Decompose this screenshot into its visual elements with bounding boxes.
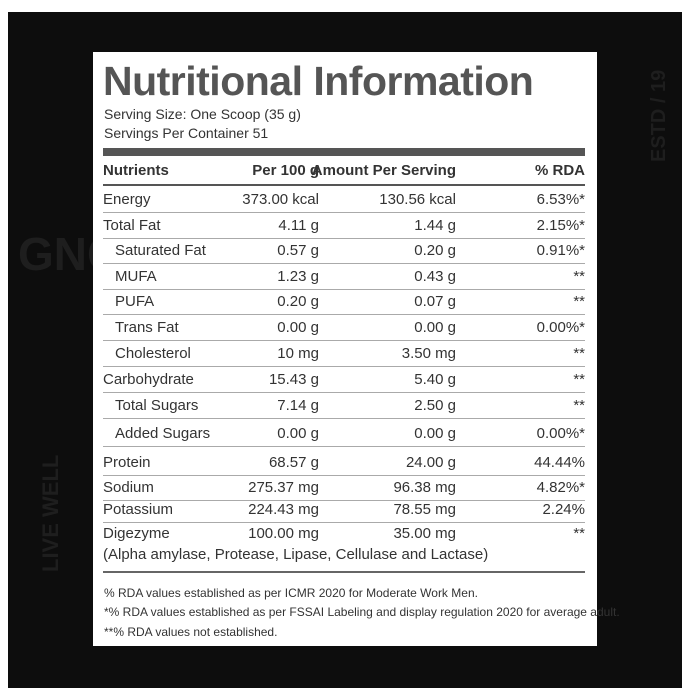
cell: 224.43 mg: [248, 501, 319, 518]
cell: **: [573, 525, 585, 542]
cell: 4.11 g: [278, 217, 319, 234]
footnote: *% RDA values established as per FSSAI L…: [104, 605, 620, 619]
row-divider: [103, 571, 585, 573]
row-divider: [103, 392, 585, 393]
cell: 0.20 g: [277, 293, 319, 310]
nutrient-name: Carbohydrate: [103, 371, 194, 388]
cell: **: [573, 371, 585, 388]
row-divider: [103, 475, 585, 476]
cell: 5.40 g: [414, 371, 456, 388]
cell: 2.24%: [542, 501, 585, 518]
nutrient-name: Sodium: [103, 479, 154, 496]
cell: 373.00 kcal: [242, 191, 319, 208]
row-divider: [103, 446, 585, 447]
nutrient-name: Saturated Fat: [115, 242, 206, 259]
cell: 2.15%*: [536, 217, 585, 234]
cell: 10 mg: [277, 345, 319, 362]
cell: 0.00%*: [536, 425, 585, 442]
cell: **: [573, 293, 585, 310]
cell: 15.43 g: [268, 371, 319, 388]
nutrient-name: MUFA: [115, 268, 157, 285]
cell: 7.14 g: [277, 397, 319, 414]
nutrient-name: Total Sugars: [115, 397, 199, 414]
cell: 0.00 g: [414, 319, 456, 336]
cell: **: [573, 345, 585, 362]
digezyme-note: (Alpha amylase, Protease, Lipase, Cellul…: [103, 546, 489, 563]
cell: 78.55 mg: [393, 501, 456, 518]
title: Nutritional Information: [103, 58, 534, 104]
cell: 0.07 g: [414, 293, 456, 310]
row-divider: [103, 289, 585, 290]
cell: 0.20 g: [414, 242, 456, 259]
cell: 100.00 mg: [248, 525, 319, 542]
servings-per-container: Servings Per Container 51: [104, 125, 269, 141]
nutrient-name: Added Sugars: [115, 425, 211, 442]
row-divider: [103, 314, 585, 315]
nutrient-name: Potassium: [103, 501, 174, 518]
cell: 0.57 g: [277, 242, 319, 259]
nutrient-name: Protein: [103, 454, 151, 471]
cell: 35.00 mg: [393, 525, 456, 542]
cell: 0.00 g: [414, 425, 456, 442]
nutrient-name: Trans Fat: [115, 319, 179, 336]
nutrient-name: Total Fat: [103, 217, 161, 234]
column-header: % RDA: [534, 162, 585, 179]
cell: 0.00%*: [536, 319, 585, 336]
row-divider: [103, 340, 585, 341]
column-header: Per 100 g: [252, 162, 319, 179]
cell: 1.23 g: [277, 268, 319, 285]
background-text: LIVE WELL: [38, 454, 63, 572]
row-divider: [103, 212, 585, 213]
background-text: ESTD / 19: [648, 69, 670, 162]
nutrient-name: PUFA: [115, 293, 155, 310]
cell: 44.44%: [534, 454, 585, 471]
header-bar: [103, 148, 585, 156]
cell: 0.91%*: [536, 242, 585, 259]
nutrient-name: Cholesterol: [115, 345, 191, 362]
cell: **: [573, 268, 585, 285]
row-divider: [103, 184, 585, 186]
row-divider: [103, 418, 585, 419]
cell: 24.00 g: [405, 454, 456, 471]
cell: 3.50 mg: [401, 345, 456, 362]
footnote: % RDA values established as per ICMR 202…: [104, 586, 478, 600]
cell: 68.57 g: [268, 454, 319, 471]
row-divider: [103, 263, 585, 264]
nutrition-panel: Nutritional Information Serving Size: On…: [93, 52, 620, 646]
column-header: Amount Per Serving: [311, 162, 456, 179]
cell: 96.38 mg: [393, 479, 456, 496]
cell: 1.44 g: [414, 217, 456, 234]
nutrient-name: Energy: [103, 191, 151, 208]
column-header: Nutrients: [103, 162, 169, 179]
row-divider: [103, 522, 585, 523]
cell: 130.56 kcal: [379, 191, 456, 208]
cell: 0.00 g: [277, 319, 319, 336]
cell: 0.43 g: [414, 268, 456, 285]
nutrient-name: Digezyme: [103, 525, 170, 542]
cell: 275.37 mg: [248, 479, 319, 496]
footnote: **% RDA values not established.: [104, 625, 278, 639]
cell: 0.00 g: [277, 425, 319, 442]
row-divider: [103, 366, 585, 367]
cell: 6.53%*: [536, 191, 585, 208]
row-divider: [103, 500, 585, 501]
cell: 2.50 g: [414, 397, 456, 414]
row-divider: [103, 238, 585, 239]
cell: 4.82%*: [536, 479, 585, 496]
serving-size: Serving Size: One Scoop (35 g): [104, 106, 301, 122]
cell: **: [573, 397, 585, 414]
